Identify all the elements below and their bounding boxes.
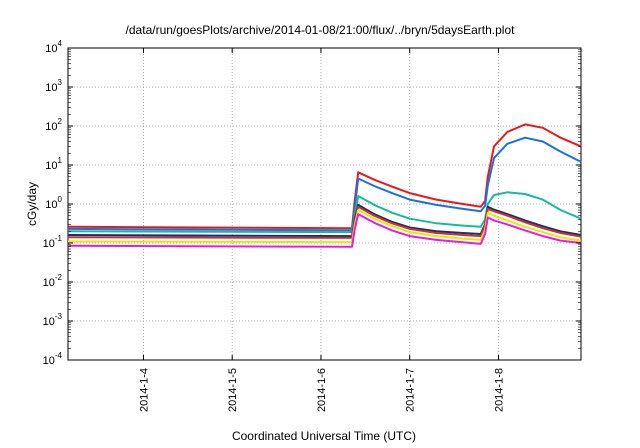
- grid: [68, 48, 581, 360]
- series-line-3: [67, 191, 582, 234]
- y-tick-label: 102: [45, 117, 62, 133]
- x-tick-label: 2014-1-4: [138, 368, 150, 412]
- x-tick-label: 2014-1-7: [405, 368, 417, 412]
- x-axis: 2014-1-4 2014-1-5 2014-1-6 2014-1-7 2014-1-8: [138, 48, 505, 412]
- y-tick-label: 10-4: [43, 351, 63, 367]
- y-tick-label: 104: [45, 39, 62, 55]
- y-tick-label: 101: [45, 156, 62, 172]
- y-tick-label: 103: [45, 78, 62, 94]
- series-line-7: [67, 213, 582, 248]
- y-tick-label: 10-1: [43, 234, 63, 250]
- series-line-6: [67, 209, 582, 244]
- x-tick-label: 2014-1-6: [316, 368, 328, 412]
- series-line-1: [67, 123, 582, 230]
- x-axis-label: Coordinated Universal Time (UTC): [232, 429, 416, 443]
- chart-title: /data/run/goesPlots/archive/2014-01-08/2…: [126, 23, 516, 37]
- y-axis-label: cGy/day: [25, 182, 39, 226]
- y-axis: 10-4 10-3 10-2 10-1 100 101 102 103 104: [43, 39, 581, 367]
- y-tick-label: 100: [45, 195, 62, 211]
- series-line-2: [67, 136, 582, 232]
- x-tick-label: 2014-1-8: [493, 368, 505, 412]
- plot-frame: [67, 47, 582, 361]
- y-tick-label: 10-2: [43, 273, 63, 289]
- x-tick-label: 2014-1-5: [227, 368, 239, 412]
- series-group: [67, 123, 582, 248]
- y-tick-label: 10-3: [43, 312, 63, 328]
- series-line-5: [67, 205, 582, 239]
